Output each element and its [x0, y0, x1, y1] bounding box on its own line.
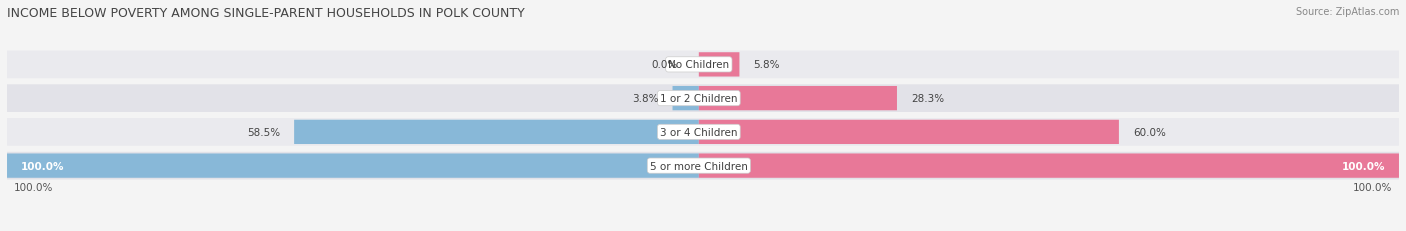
Text: 3.8%: 3.8% — [633, 94, 658, 104]
FancyBboxPatch shape — [699, 87, 897, 111]
Text: 3 or 4 Children: 3 or 4 Children — [659, 127, 738, 137]
FancyBboxPatch shape — [294, 120, 699, 144]
Text: 100.0%: 100.0% — [21, 161, 65, 171]
FancyBboxPatch shape — [7, 154, 699, 178]
FancyBboxPatch shape — [7, 85, 1399, 112]
FancyBboxPatch shape — [699, 120, 1119, 144]
FancyBboxPatch shape — [699, 154, 1399, 178]
FancyBboxPatch shape — [7, 152, 1399, 180]
FancyBboxPatch shape — [7, 119, 1399, 146]
Text: 58.5%: 58.5% — [247, 127, 280, 137]
Text: 28.3%: 28.3% — [911, 94, 943, 104]
Text: 100.0%: 100.0% — [1353, 182, 1392, 192]
Text: 100.0%: 100.0% — [14, 182, 53, 192]
FancyBboxPatch shape — [699, 53, 740, 77]
Text: 100.0%: 100.0% — [1341, 161, 1385, 171]
Text: 0.0%: 0.0% — [652, 60, 678, 70]
Text: 5.8%: 5.8% — [754, 60, 780, 70]
Text: INCOME BELOW POVERTY AMONG SINGLE-PARENT HOUSEHOLDS IN POLK COUNTY: INCOME BELOW POVERTY AMONG SINGLE-PARENT… — [7, 7, 524, 20]
Text: 1 or 2 Children: 1 or 2 Children — [659, 94, 738, 104]
FancyBboxPatch shape — [7, 51, 1399, 79]
Text: 60.0%: 60.0% — [1133, 127, 1166, 137]
Text: 5 or more Children: 5 or more Children — [650, 161, 748, 171]
FancyBboxPatch shape — [672, 87, 699, 111]
Text: Source: ZipAtlas.com: Source: ZipAtlas.com — [1295, 7, 1399, 17]
Text: No Children: No Children — [668, 60, 730, 70]
